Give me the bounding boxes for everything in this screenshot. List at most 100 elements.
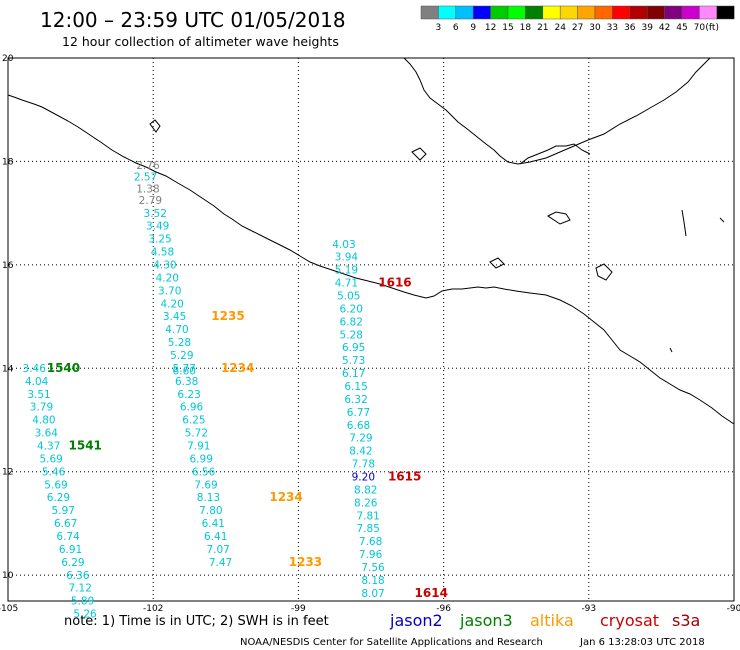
pass-time-label: 1540 — [47, 361, 80, 375]
latitude-label: 12 — [2, 468, 13, 478]
lat-lon-grid — [8, 58, 734, 601]
wave-height-value: 7.12 — [69, 583, 92, 595]
wave-height-value: 6.15 — [344, 381, 367, 393]
map-title: 12:00 – 23:59 UTC 01/05/2018 — [40, 8, 346, 32]
wave-height-value: 6.91 — [59, 544, 82, 556]
wave-height-value: 3.79 — [30, 402, 53, 414]
wave-height-value: 8.26 — [354, 497, 378, 509]
wave-height-value: 6.25 — [182, 415, 205, 427]
wave-height-value: 6.95 — [342, 342, 365, 354]
wave-height-value: 5.05 — [337, 291, 360, 303]
legend-swatch — [507, 5, 526, 20]
wave-height-value: 6.67 — [54, 518, 77, 530]
map-subtitle: 12 hour collection of altimeter wave hei… — [62, 34, 339, 49]
wave-height-value: 8.07 — [361, 588, 384, 600]
wave-height-value: 5.69 — [39, 453, 62, 465]
wave-height-value: 3.45 — [163, 311, 186, 323]
wave-height-value: 6.36 — [66, 570, 90, 582]
wave-height-value: 4.80 — [32, 415, 55, 427]
legend-swatch — [594, 5, 613, 20]
wave-height-value: 3.64 — [35, 428, 59, 440]
wave-height-value: 2.76 — [136, 160, 160, 172]
wave-height-value: 4.20 — [160, 298, 183, 310]
wave-height-value: 4.37 — [37, 440, 60, 452]
wave-height-value: 4.30 — [153, 259, 176, 271]
footnote: note: 1) Time is in UTC; 2) SWH is in fe… — [64, 614, 329, 629]
wave-height-value: 5.19 — [335, 265, 358, 277]
wave-height-value: 3.46 — [23, 363, 47, 375]
wave-height-value: 4.03 — [332, 239, 355, 251]
latitude-label: 14 — [2, 364, 14, 374]
legend-swatch — [629, 5, 648, 20]
wave-height-value: 4.58 — [151, 247, 174, 259]
wave-height-value: 6.23 — [177, 389, 200, 401]
legend-label: 39 — [641, 23, 653, 33]
wave-height-value: 5.73 — [342, 355, 365, 367]
legend-swatch — [472, 5, 491, 20]
wave-height-value: 5.97 — [52, 505, 75, 517]
wave-height-labels: 2.762.571.382.793.523.493.254.584.304.20… — [23, 160, 448, 620]
satellite-name: jason2 — [389, 611, 443, 630]
color-legend: 3 6 9 12 15 18 21 24 27 30 33 36 39 42 45 70 (ft) — [420, 5, 735, 33]
island — [595, 263, 613, 281]
legend-label: 24 — [554, 23, 566, 33]
pass-time-label: 1616 — [378, 276, 411, 290]
wave-height-value: 7.56 — [361, 562, 385, 574]
wave-height-value: 5.26 — [73, 609, 97, 621]
wave-height-value: 7.78 — [352, 459, 375, 471]
wave-height-value: 6.29 — [61, 557, 84, 569]
legend-label: 30 — [589, 23, 601, 33]
wave-height-value: 6.68 — [347, 420, 370, 432]
pass-time-label: 1541 — [69, 438, 102, 452]
longitude-label: -90 — [727, 604, 740, 614]
legend-swatch — [577, 5, 596, 20]
wave-height-value: 5.46 — [42, 466, 66, 478]
coastline — [7, 94, 735, 425]
credit-line: NOAA/NESDIS Center for Satellite Applica… — [240, 637, 543, 648]
longitude-label: -93 — [581, 604, 596, 614]
wave-height-value: 7.47 — [209, 557, 232, 569]
wave-height-value: 7.68 — [359, 536, 382, 548]
legend-swatch — [490, 5, 509, 20]
legend-label: 33 — [607, 23, 618, 33]
pass-time-label: 1234 — [221, 361, 254, 375]
pass-time-label: 1233 — [289, 555, 322, 569]
wave-height-value: 5.28 — [340, 329, 363, 341]
wave-height-value: 6.17 — [342, 368, 365, 380]
wave-height-value: 4.20 — [156, 272, 179, 284]
yucatan-coast — [519, 143, 591, 165]
wave-height-value: 6.96 — [180, 402, 204, 414]
island — [681, 209, 687, 237]
legend-swatch — [438, 5, 457, 20]
satellite-legend: jason2 jason3 altika cryosat s3a — [389, 611, 700, 630]
island — [547, 211, 571, 225]
longitude-label: -96 — [436, 604, 451, 614]
gulf-coastline — [403, 57, 711, 165]
legend-label: 70 — [694, 23, 706, 33]
legend-label: 42 — [659, 23, 670, 33]
satellite-name: cryosat — [600, 611, 659, 630]
map-frame — [7, 57, 735, 602]
longitude-label: -99 — [291, 604, 306, 614]
legend-swatch — [559, 5, 578, 20]
island — [489, 257, 505, 269]
legend-swatch — [699, 5, 718, 20]
wave-height-value: 7.07 — [206, 544, 229, 556]
plot-area: 2.762.571.382.793.523.493.254.584.304.20… — [7, 57, 735, 621]
legend-swatch — [525, 5, 544, 20]
wave-height-value: 1.38 — [136, 183, 159, 195]
legend-label: 3 — [436, 23, 442, 33]
wave-height-value: 8.82 — [354, 484, 377, 496]
wave-height-value: 3.70 — [158, 285, 181, 297]
timestamp: Jan 6 13:28:03 UTC 2018 — [579, 637, 705, 648]
satellite-name: s3a — [672, 611, 700, 630]
pass-time-label: 1615 — [388, 470, 421, 484]
pass-time-label: 1235 — [211, 309, 244, 323]
wave-height-value: 6.20 — [340, 303, 363, 315]
wave-height-value: 6.41 — [202, 518, 225, 530]
longitude-label: -105 — [0, 604, 18, 614]
latitude-label: 18 — [2, 157, 14, 167]
wave-height-value: 9.20 — [352, 472, 375, 484]
